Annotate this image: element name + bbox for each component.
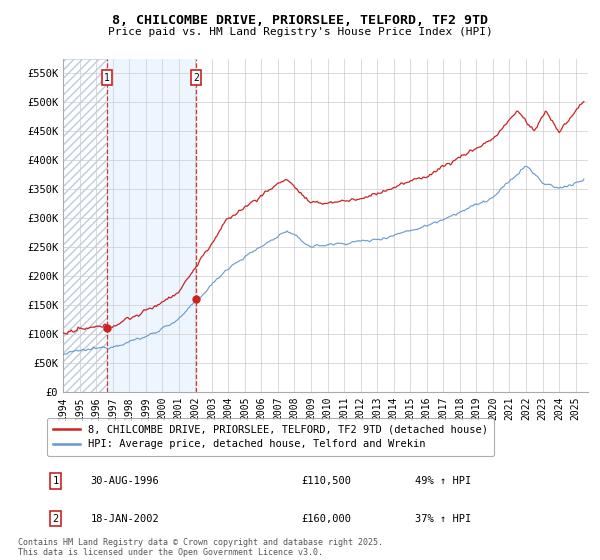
Text: 8, CHILCOMBE DRIVE, PRIORSLEE, TELFORD, TF2 9TD: 8, CHILCOMBE DRIVE, PRIORSLEE, TELFORD, … bbox=[112, 14, 488, 27]
Text: 1: 1 bbox=[52, 476, 59, 486]
Text: £110,500: £110,500 bbox=[301, 476, 351, 486]
Text: 37% ↑ HPI: 37% ↑ HPI bbox=[415, 514, 471, 524]
Text: 49% ↑ HPI: 49% ↑ HPI bbox=[415, 476, 471, 486]
Legend: 8, CHILCOMBE DRIVE, PRIORSLEE, TELFORD, TF2 9TD (detached house), HPI: Average p: 8, CHILCOMBE DRIVE, PRIORSLEE, TELFORD, … bbox=[47, 418, 494, 456]
Text: £160,000: £160,000 bbox=[301, 514, 351, 524]
Bar bbox=[107, 59, 196, 392]
Text: 2: 2 bbox=[193, 73, 199, 83]
Text: 1: 1 bbox=[104, 73, 110, 83]
Text: 18-JAN-2002: 18-JAN-2002 bbox=[91, 514, 160, 524]
Text: 2: 2 bbox=[52, 514, 59, 524]
Bar bbox=[63, 59, 107, 392]
Text: Price paid vs. HM Land Registry's House Price Index (HPI): Price paid vs. HM Land Registry's House … bbox=[107, 27, 493, 37]
Text: 30-AUG-1996: 30-AUG-1996 bbox=[91, 476, 160, 486]
Text: Contains HM Land Registry data © Crown copyright and database right 2025.
This d: Contains HM Land Registry data © Crown c… bbox=[18, 538, 383, 557]
